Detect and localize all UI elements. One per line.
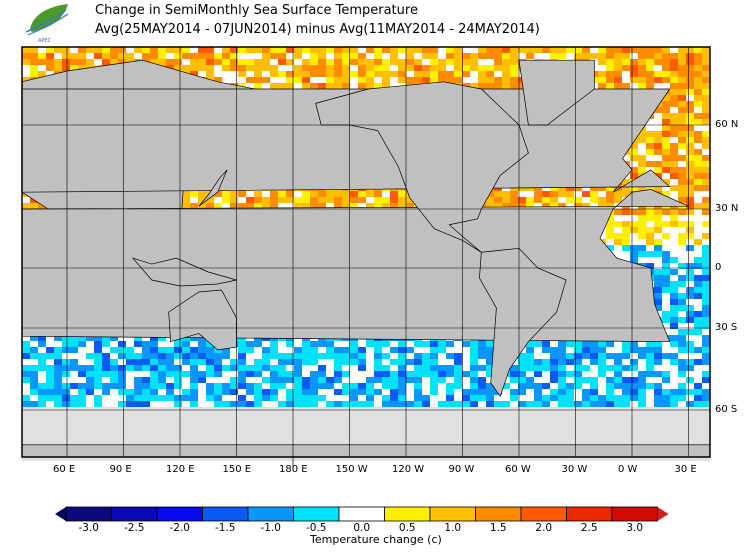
colorbar-tick-label: -1.5 [215,522,236,534]
colorbar-tick-label: 0.5 [398,522,416,534]
colorbar-tick-label: -1.0 [260,522,282,534]
map-frame [21,46,711,458]
lon-label: 30 W [561,464,588,475]
lon-label: 120 E [166,464,195,475]
lon-label: 180 E [279,464,308,475]
lon-label: 90 W [448,464,475,475]
chart-title: Change in SemiMonthly Sea Surface Temper… [95,3,418,18]
colorbar-swatch [202,506,249,522]
colorbar-tick-label: 3.0 [626,522,644,534]
lat-label: 30 N [715,203,739,214]
colorbar-tick-label: 2.5 [580,522,598,534]
lon-label: 30 E [674,464,697,475]
colorbar-swatch [475,506,522,522]
lon-label: 0 W [618,464,638,475]
colorbar-swatch [429,506,476,522]
colorbar-swatch [293,506,340,522]
logo-text: APEC [38,38,52,44]
colorbar-tick-label: 1.0 [444,522,462,534]
colorbar-swatch [156,506,203,522]
colorbar-swatch [384,506,431,522]
lat-label: 60 S [715,404,738,415]
colorbar-tick-label: -3.0 [78,522,100,534]
colorbar-tick-label: 1.5 [489,522,507,534]
colorbar-swatch [338,506,385,522]
lon-label: 120 W [392,464,425,475]
lon-label: 150 W [335,464,368,475]
colorbar-swatch [520,506,567,522]
lon-label: 150 E [222,464,252,475]
land-n-america [315,81,529,253]
chart-subtitle: Avg(25MAY2014 - 07JUN2014) minus Avg(11M… [95,22,540,37]
colorbar-tick-label: 0.0 [353,522,371,534]
sst-map [21,46,711,470]
lat-label: 30 S [715,322,738,333]
lon-label: 60 W [505,464,531,475]
colorbar-swatch [111,506,158,522]
lat-label: 0 [715,262,722,273]
colorbar-title: Temperature change (c) [310,533,442,546]
colorbar-tick-label: -2.5 [124,522,145,534]
colorbar-swatch [65,506,112,522]
logo-leaf-icon: APEC [25,4,69,44]
lon-label: 60 E [53,464,76,475]
colorbar-under-arrow [55,507,66,521]
lat-label: 60 N [715,119,739,130]
land-mask [21,59,711,470]
colorbar-over-arrow [657,507,669,521]
colorbar-tick-label: 2.0 [535,522,553,534]
lon-label: 90 E [109,464,132,475]
colorbar-tick-label: -0.5 [306,522,327,534]
graticule [22,47,710,457]
colorbar-swatch [566,506,613,522]
colorbar-swatch [611,506,658,522]
land-japan [198,169,228,207]
colorbar-swatch [247,506,294,522]
colorbar-tick-label: -2.0 [169,522,191,534]
